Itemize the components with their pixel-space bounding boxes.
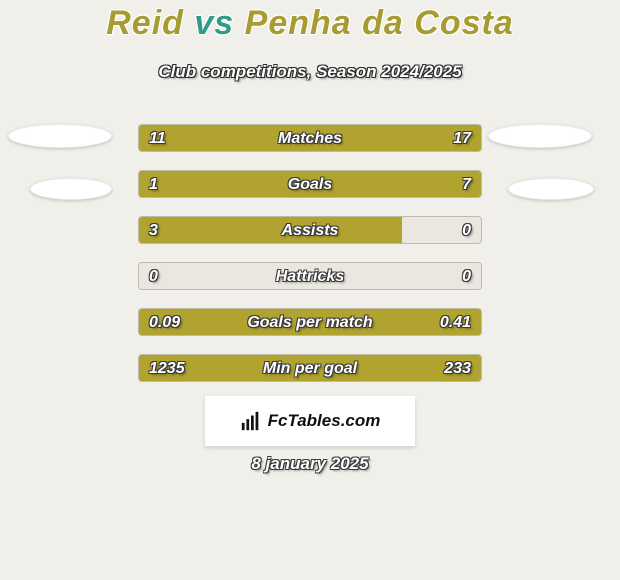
stat-left-value: 0 bbox=[149, 263, 158, 290]
stat-label: Min per goal bbox=[139, 355, 481, 382]
stat-label: Goals per match bbox=[139, 309, 481, 336]
stat-right-value: 0.41 bbox=[440, 309, 471, 336]
stat-left-value: 1 bbox=[149, 171, 158, 198]
page-title: Reid vs Penha da Costa bbox=[0, 4, 620, 43]
stat-right-value: 233 bbox=[444, 355, 471, 382]
stat-row: Goals per match0.09 0.41 bbox=[138, 308, 482, 336]
stat-left-value: 1235 bbox=[149, 355, 185, 382]
club-logo-placeholder bbox=[488, 124, 592, 148]
club-logo-placeholder bbox=[8, 124, 112, 148]
subtitle: Club competitions, Season 2024/2025 bbox=[0, 62, 620, 82]
stat-label: Matches bbox=[139, 125, 481, 152]
title-player2: Penha da Costa bbox=[245, 4, 514, 42]
stat-label: Hattricks bbox=[139, 263, 481, 290]
stat-right-value: 7 bbox=[462, 171, 471, 198]
stat-right-value: 0 bbox=[462, 217, 471, 244]
stat-left-value: 3 bbox=[149, 217, 158, 244]
bars-chart-icon bbox=[240, 410, 262, 432]
stat-right-value: 17 bbox=[453, 125, 471, 152]
stat-row: Assists3 0 bbox=[138, 216, 482, 244]
stat-label: Assists bbox=[139, 217, 481, 244]
club-logo-placeholder bbox=[30, 178, 112, 200]
stat-row: Hattricks0 0 bbox=[138, 262, 482, 290]
stat-right-value: 0 bbox=[462, 263, 471, 290]
stat-row: Min per goal1235 233 bbox=[138, 354, 482, 382]
stat-bars: Matches1117Goals17Assists30Hattricks00Go… bbox=[138, 124, 482, 400]
title-player1: Reid bbox=[106, 4, 184, 42]
stat-left-value: 0.09 bbox=[149, 309, 180, 336]
date-label: 8 january 2025 bbox=[0, 454, 620, 474]
title-vs: vs bbox=[194, 4, 234, 42]
comparison-card: Reid vs Penha da Costa Club competitions… bbox=[0, 0, 620, 580]
stat-label: Goals bbox=[139, 171, 481, 198]
stat-row: Goals1 7 bbox=[138, 170, 482, 198]
stat-left-value: 11 bbox=[149, 125, 166, 152]
stat-row: Matches11 17 bbox=[138, 124, 482, 152]
source-badge[interactable]: FcTables.com bbox=[205, 396, 415, 446]
source-badge-text: FcTables.com bbox=[268, 411, 381, 431]
club-logo-placeholder bbox=[508, 178, 594, 200]
